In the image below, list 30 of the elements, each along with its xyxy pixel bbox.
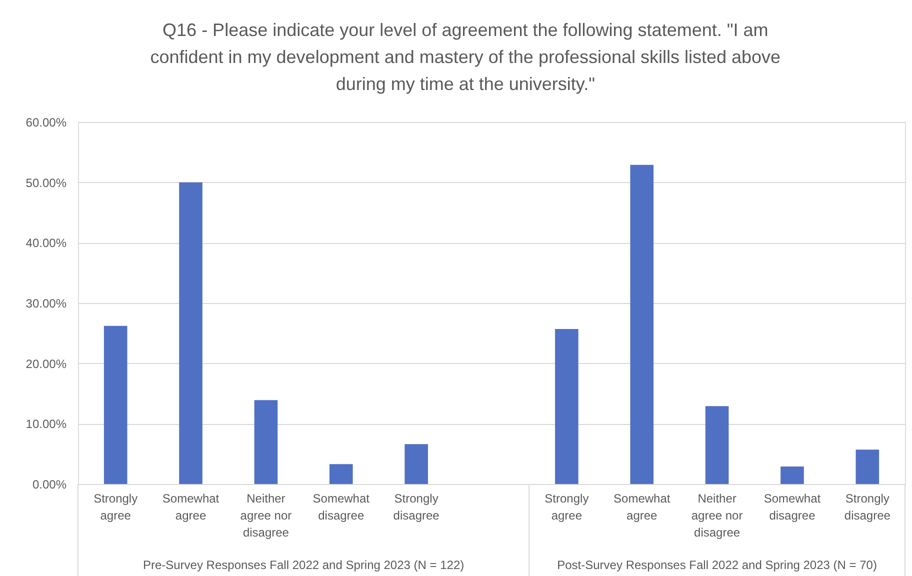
y-tick-label: 10.00% — [26, 417, 67, 432]
text: Pre-Survey Responses Fall 2022 and Spring 2023 (N = 122) — [142, 558, 464, 572]
x-tick-label: Neither agree nor disagree — [240, 492, 292, 540]
bar — [705, 406, 729, 484]
x-tick-label: Strongly disagree — [844, 492, 891, 522]
x-tick-label: Somewhat agree — [614, 492, 671, 522]
bar — [630, 164, 654, 484]
x-tick-label: Somewhat agree — [162, 492, 220, 522]
y-tick-label: 60.00% — [26, 116, 67, 130]
y-tick-label: 30.00% — [26, 296, 67, 310]
y-tick-label: 0.00% — [32, 478, 67, 492]
text: Post-Survey Responses Fall 2022 and Spring 2023 (N = 70) — [557, 558, 877, 572]
x-tick-label: Somewhat disagree — [312, 492, 370, 522]
bar — [404, 444, 428, 484]
bar — [780, 466, 804, 484]
y-tick-label: 50.00% — [26, 176, 67, 190]
bar — [254, 400, 278, 484]
x-tick-label: Neither agree nor disagree — [691, 492, 743, 540]
x-tick-label: Strongly agree — [94, 492, 138, 522]
chart-title: Q16 - Please indicate your level of agreement the following statement. "I am confident in my development and mastery of the professional skills listed above during my time at the university." — [150, 20, 781, 94]
y-tick-label: 20.00% — [26, 356, 67, 371]
x-tick-label: Strongly disagree — [393, 492, 440, 522]
bar — [555, 328, 578, 484]
x-tick-label: Strongly agree — [544, 492, 589, 522]
y-tick-label: 40.00% — [26, 236, 67, 250]
bar — [329, 464, 353, 484]
bar — [179, 182, 202, 484]
bar — [856, 450, 880, 484]
bar — [104, 326, 128, 484]
x-tick-label: Somewhat disagree — [764, 492, 822, 522]
